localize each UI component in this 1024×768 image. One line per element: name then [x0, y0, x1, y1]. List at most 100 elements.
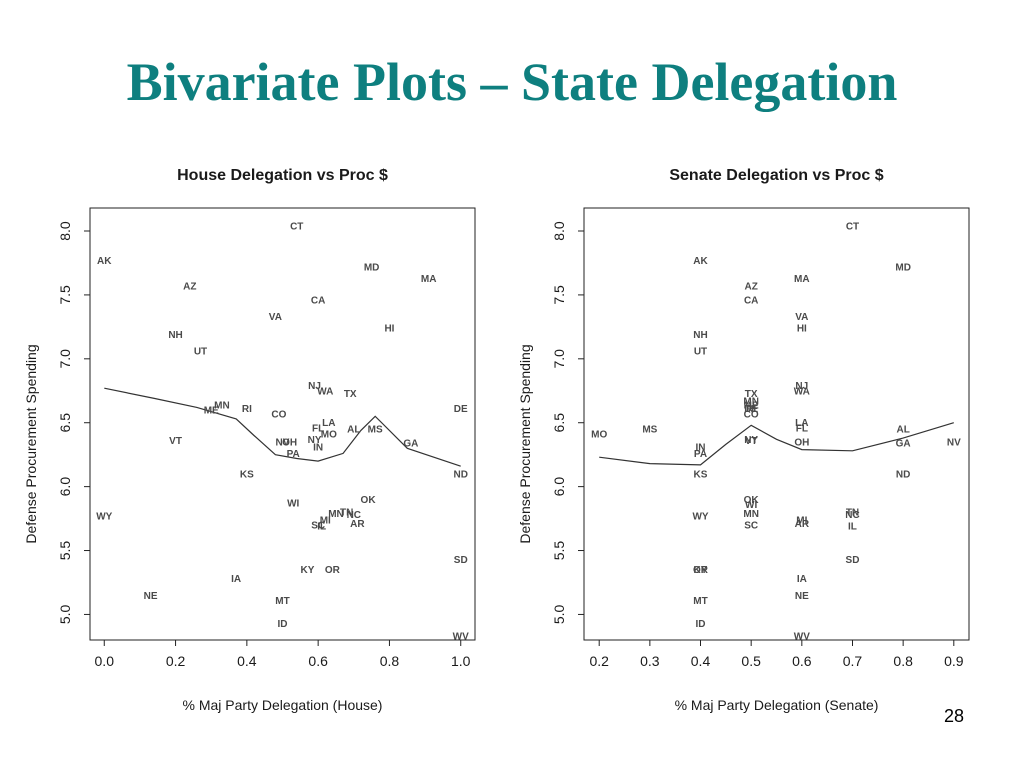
- senate-point-ky: KY: [694, 565, 708, 576]
- house-x-tick-label: 0.6: [308, 653, 328, 669]
- senate-point-ak: AK: [693, 256, 708, 267]
- house-point-ma: MA: [421, 274, 437, 285]
- senate-point-id: ID: [696, 619, 706, 630]
- house-point-tn: TN: [340, 508, 353, 519]
- senate-point-tn: TN: [846, 508, 859, 519]
- house-y-tick-label: 7.0: [57, 349, 73, 369]
- house-point-nv: NV: [276, 437, 290, 448]
- house-y-axis-label: Defense Procurement Spending: [23, 344, 39, 543]
- house-point-fl: FL: [312, 423, 324, 434]
- senate-x-tick-label: 0.4: [691, 653, 711, 669]
- page-number: 28: [943, 706, 964, 726]
- house-x-tick-label: 0.2: [166, 653, 186, 669]
- house-point-ga: GA: [403, 439, 418, 450]
- house-point-me: ME: [204, 405, 219, 416]
- senate-point-nv: NV: [947, 437, 961, 448]
- house-point-ok: OK: [361, 495, 377, 506]
- house-point-tx: TX: [344, 389, 357, 400]
- house-point-ky: KY: [301, 565, 315, 576]
- senate-x-tick-label: 0.8: [893, 653, 913, 669]
- senate-point-co: CO: [744, 409, 759, 420]
- house-point-oh: OH: [282, 437, 297, 448]
- house-point-ny: NY: [308, 435, 322, 446]
- senate-point-ca: CA: [744, 296, 758, 307]
- house-x-tick-label: 0.4: [237, 653, 257, 669]
- house-y-tick-label: 8.0: [57, 221, 73, 241]
- house-y-tick-label: 7.5: [57, 285, 73, 305]
- house-point-nc: NC: [347, 510, 361, 521]
- house-point-va: VA: [269, 312, 282, 323]
- house-point-mi: MI: [320, 515, 331, 526]
- senate-point-al: AL: [896, 425, 909, 436]
- senate-point-ct: CT: [846, 221, 859, 232]
- senate-point-il: IL: [848, 522, 857, 533]
- house-y-tick-label: 5.5: [57, 541, 73, 561]
- house-point-ct: CT: [290, 221, 303, 232]
- house-point-ar: AR: [350, 519, 365, 530]
- house-point-il: IL: [317, 522, 326, 533]
- house-point-ms: MS: [368, 425, 383, 436]
- senate-point-ks: KS: [694, 469, 708, 480]
- house-point-sc: SC: [311, 520, 325, 531]
- senate-point-nd: ND: [896, 469, 910, 480]
- house-point-md: MD: [364, 262, 380, 273]
- house-point-id: ID: [278, 619, 288, 630]
- house-point-la: LA: [322, 418, 335, 429]
- senate-point-mi: MI: [796, 515, 807, 526]
- house-point-al: AL: [347, 425, 360, 436]
- senate-y-tick-label: 8.0: [551, 221, 567, 241]
- senate-point-sc: SC: [744, 520, 758, 531]
- senate-point-de: DE: [744, 404, 758, 415]
- house-chart-title: House Delegation vs Proc $: [177, 167, 388, 184]
- senate-point-mt: MT: [693, 596, 707, 607]
- senate-point-nh: NH: [693, 330, 707, 341]
- house-point-mt: MT: [275, 596, 289, 607]
- house-point-ca: CA: [311, 296, 325, 307]
- house-point-in: IN: [313, 443, 323, 454]
- senate-point-me: ME: [744, 400, 759, 411]
- senate-point-wv: WV: [794, 632, 810, 643]
- senate-x-tick-label: 0.3: [640, 653, 660, 669]
- senate-point-nc: NC: [845, 510, 859, 521]
- house-point-ut: UT: [194, 347, 207, 358]
- senate-point-wi: WI: [745, 500, 757, 511]
- senate-delegation-chart: Senate Delegation vs Proc $ 0.2 0.3 0.4 0.5 0…: [494, 150, 994, 720]
- senate-y-tick-label: 6.0: [551, 477, 567, 497]
- senate-point-nj: NJ: [795, 381, 808, 392]
- house-point-wa: WA: [317, 386, 333, 397]
- house-point-wv: WV: [453, 632, 469, 643]
- senate-point-ri: RI: [746, 404, 756, 415]
- house-point-co: CO: [271, 409, 286, 420]
- slide-title: Bivariate Plots – State Delegation: [126, 52, 898, 112]
- senate-x-tick-label: 0.6: [792, 653, 812, 669]
- senate-point-ma: MA: [794, 274, 810, 285]
- senate-point-pa: PA: [694, 449, 707, 460]
- senate-point-oh: OH: [794, 437, 809, 448]
- senate-y-tick-label: 5.5: [551, 541, 567, 561]
- house-x-axis-label: % Maj Party Delegation (House): [183, 697, 383, 713]
- house-point-nd: ND: [454, 469, 468, 480]
- house-point-nj: NJ: [308, 381, 321, 392]
- house-point-nh: NH: [168, 330, 182, 341]
- house-point-hi: HI: [384, 324, 394, 335]
- house-plot-frame: [89, 207, 476, 641]
- senate-point-in: IN: [696, 443, 706, 454]
- senate-point-wa: WA: [794, 386, 810, 397]
- house-point-sd: SD: [454, 555, 468, 566]
- senate-y-tick-label: 6.5: [551, 413, 567, 433]
- senate-y-tick-label: 7.0: [551, 349, 567, 369]
- senate-x-tick-label: 0.7: [843, 653, 863, 669]
- senate-point-ny: NY: [744, 435, 758, 446]
- house-smooth-line: [104, 387, 461, 467]
- senate-point-az: AZ: [744, 281, 757, 292]
- house-point-ne: NE: [144, 591, 158, 602]
- senate-point-fl: FL: [796, 423, 808, 434]
- house-point-pa: PA: [287, 449, 300, 460]
- house-x-tick-label: 0.8: [380, 653, 400, 669]
- senate-y-tick-label: 7.5: [551, 285, 567, 305]
- senate-point-ok: OK: [744, 495, 760, 506]
- house-point-wy: WY: [96, 512, 112, 523]
- house-chart-svg: House Delegation vs Proc $ 0.0 0.2 0.4 0.6 0.…: [23, 167, 476, 713]
- senate-chart-title: Senate Delegation vs Proc $: [669, 167, 883, 184]
- senate-point-sd: SD: [846, 555, 860, 566]
